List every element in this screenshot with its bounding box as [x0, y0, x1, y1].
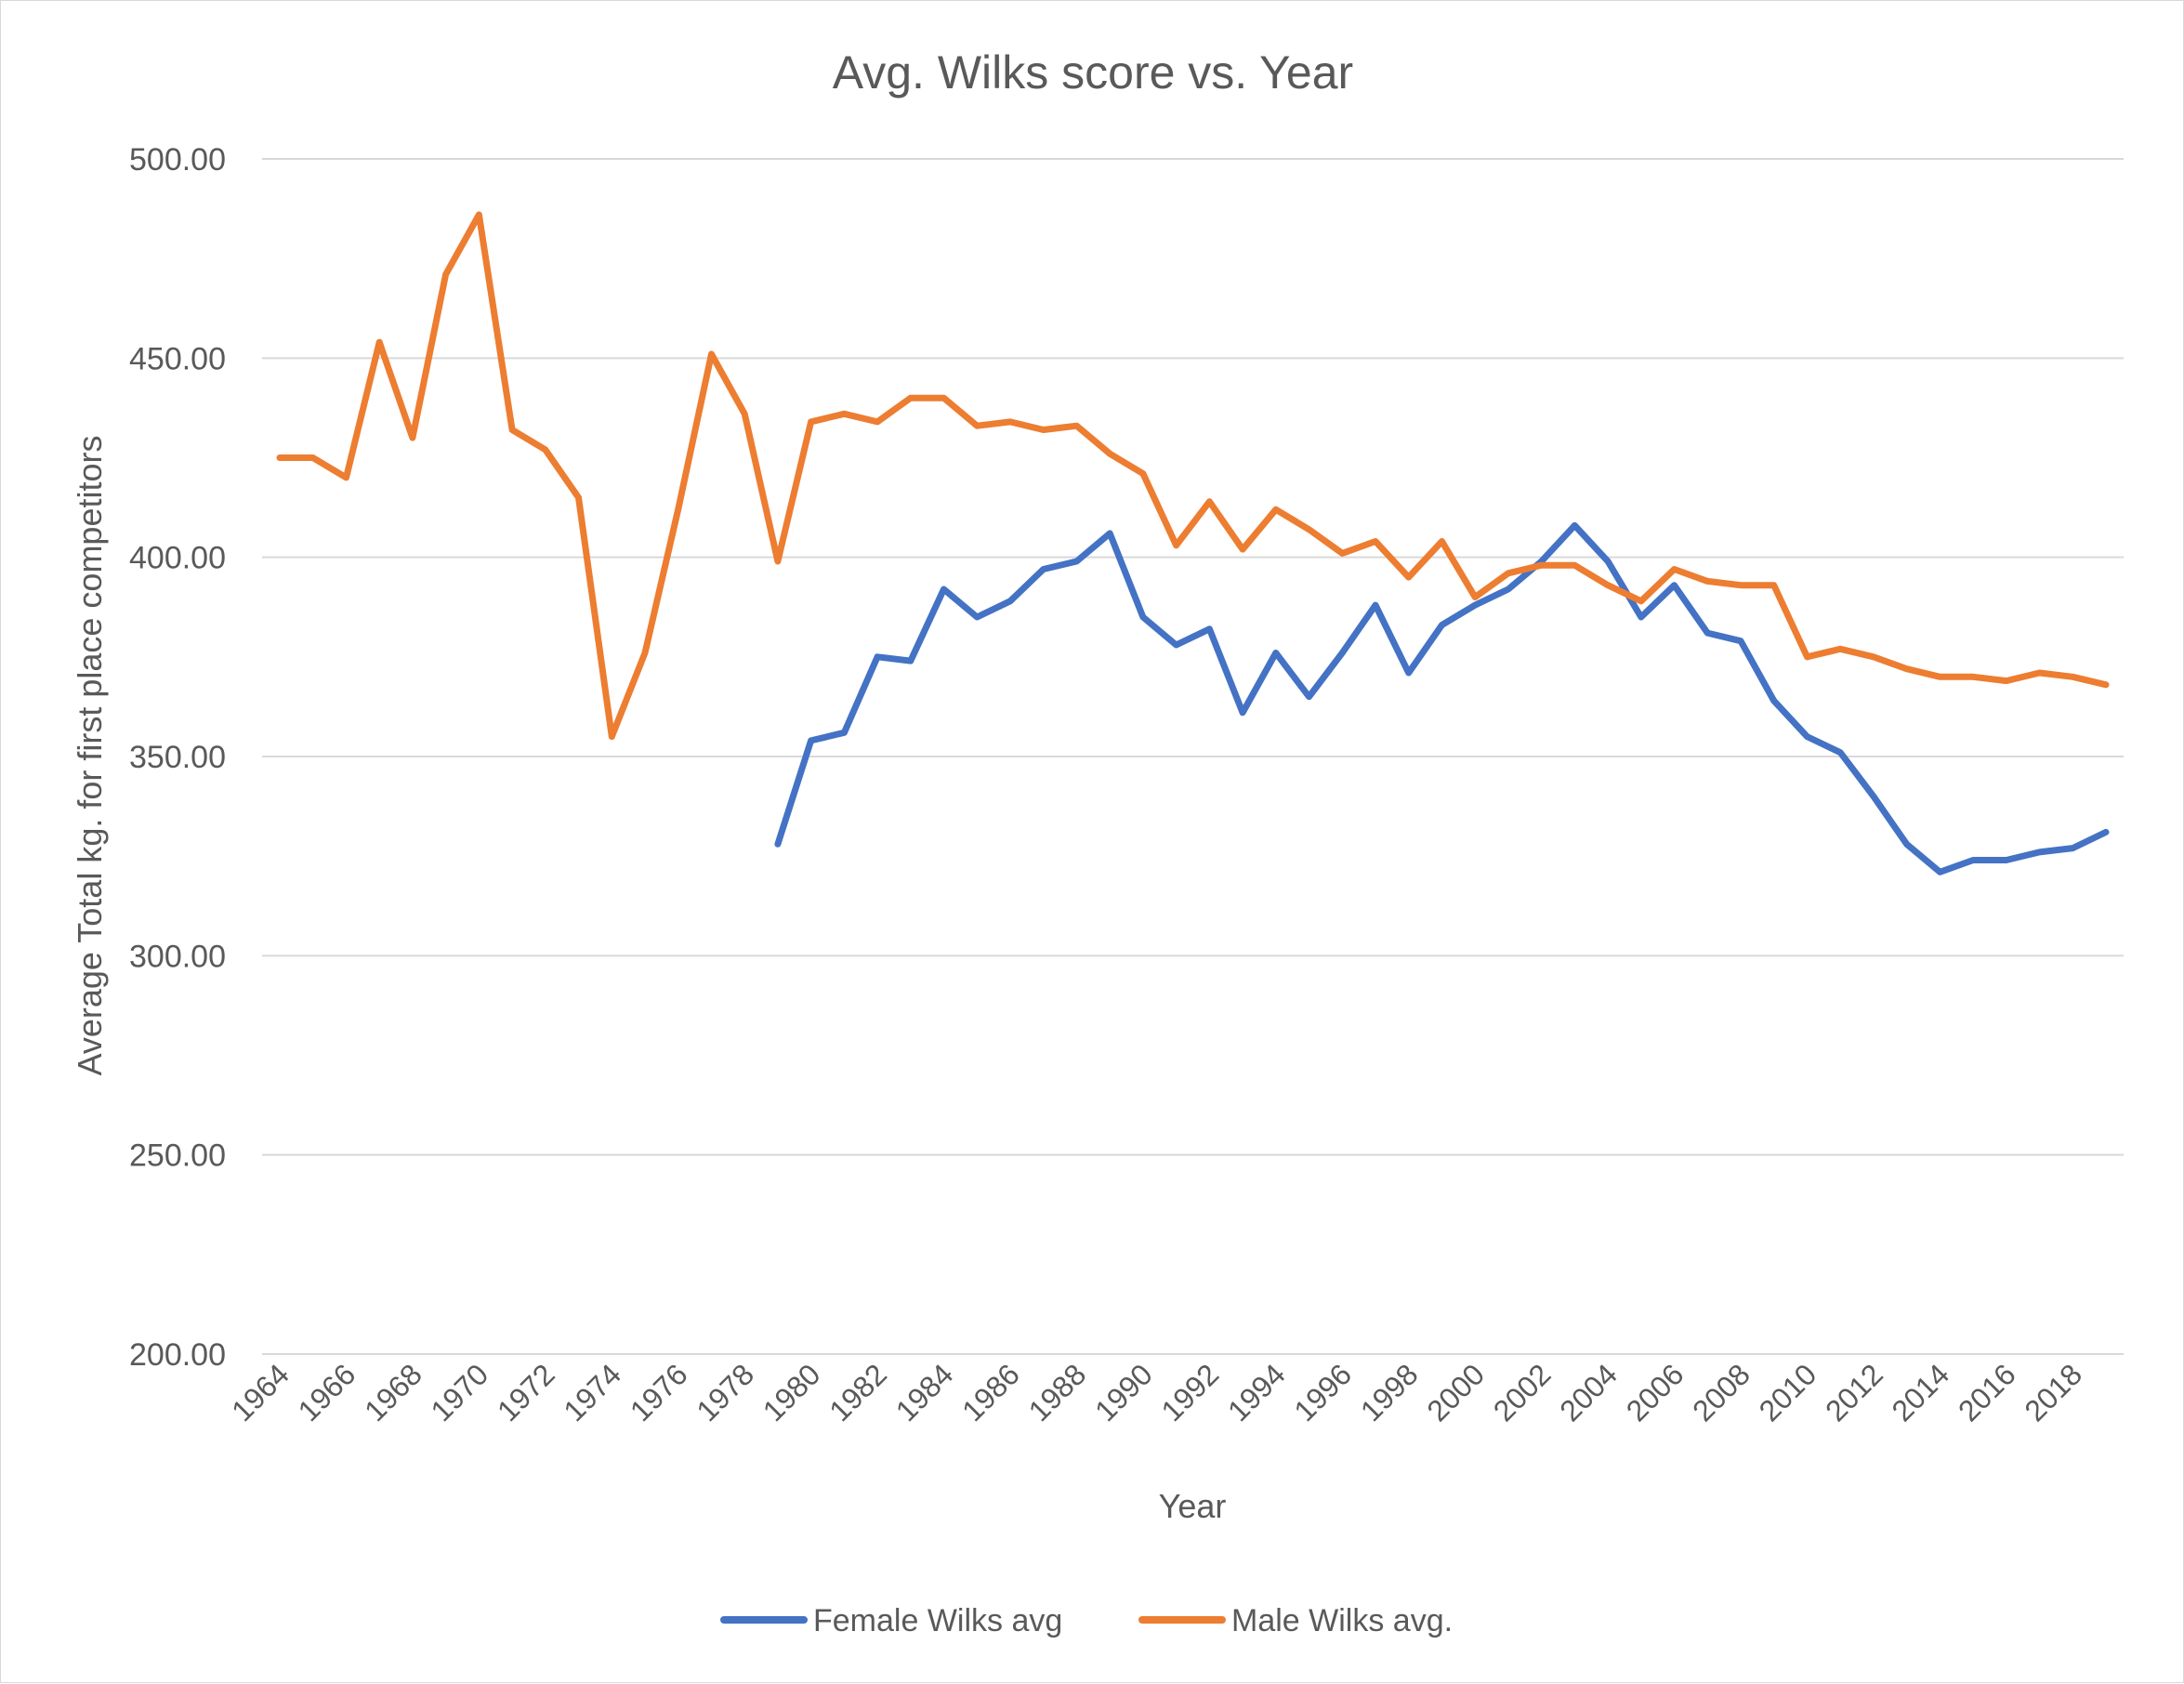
y-axis-ticks: 200.00 250.00 300.00 350.00 400.00 450.00 500.… — [129, 142, 226, 1373]
legend-label: Male Wilks avg. — [1231, 1603, 1453, 1638]
x-tick-label: 2006 — [1620, 1357, 1691, 1427]
x-tick-label: 1990 — [1088, 1357, 1159, 1427]
x-tick-label: 1968 — [358, 1357, 428, 1427]
gridlines — [262, 158, 2124, 1355]
x-tick-label: 2010 — [1753, 1357, 1823, 1427]
y-tick-label: 350.00 — [129, 740, 226, 775]
x-tick-label: 2000 — [1420, 1357, 1491, 1427]
x-tick-label: 1996 — [1287, 1357, 1358, 1427]
x-tick-label: 2012 — [1819, 1357, 1889, 1427]
x-axis-ticks: 1964196619681970197219741976197819801982… — [225, 1357, 2088, 1427]
x-tick-label: 1986 — [955, 1357, 1026, 1427]
series-line-female — [774, 521, 2110, 875]
x-tick-label: 2018 — [2018, 1357, 2088, 1427]
x-tick-label: 1978 — [690, 1357, 760, 1427]
y-tick-label: 200.00 — [129, 1337, 226, 1373]
x-tick-label: 2002 — [1487, 1357, 1558, 1427]
x-tick-label: 1970 — [425, 1357, 495, 1427]
x-tick-label: 2004 — [1553, 1357, 1624, 1427]
x-tick-label: 2014 — [1886, 1357, 1956, 1427]
x-tick-label: 1964 — [225, 1357, 296, 1427]
x-tick-label: 2008 — [1686, 1357, 1756, 1427]
x-tick-label: 2016 — [1952, 1357, 2022, 1427]
x-tick-label: 1980 — [757, 1357, 827, 1427]
x-tick-label: 1988 — [1022, 1357, 1093, 1427]
series-line-male — [276, 211, 2110, 741]
x-tick-label: 1992 — [1155, 1357, 1226, 1427]
series-lines — [276, 211, 2110, 875]
x-tick-label: 1998 — [1354, 1357, 1425, 1427]
x-tick-label: 1994 — [1221, 1357, 1292, 1427]
x-tick-label: 1976 — [624, 1357, 694, 1427]
y-axis-label: Average Total kg. for first place compet… — [71, 436, 109, 1076]
y-tick-label: 450.00 — [129, 341, 226, 376]
chart-title: Avg. Wilks score vs. Year — [833, 46, 1353, 99]
y-tick-label: 500.00 — [129, 142, 226, 178]
y-tick-label: 300.00 — [129, 939, 226, 974]
x-axis-label: Year — [1159, 1487, 1227, 1525]
x-tick-label: 1966 — [292, 1357, 362, 1427]
x-tick-label: 1972 — [491, 1357, 561, 1427]
legend-label: Female Wilks avg — [813, 1603, 1062, 1638]
x-tick-label: 1982 — [822, 1357, 893, 1427]
x-tick-label: 1974 — [557, 1357, 627, 1427]
y-tick-label: 400.00 — [129, 541, 226, 576]
legend: Female Wilks avg Male Wilks avg. — [720, 1603, 1453, 1638]
x-tick-label: 1984 — [889, 1357, 960, 1427]
y-tick-label: 250.00 — [129, 1138, 226, 1174]
